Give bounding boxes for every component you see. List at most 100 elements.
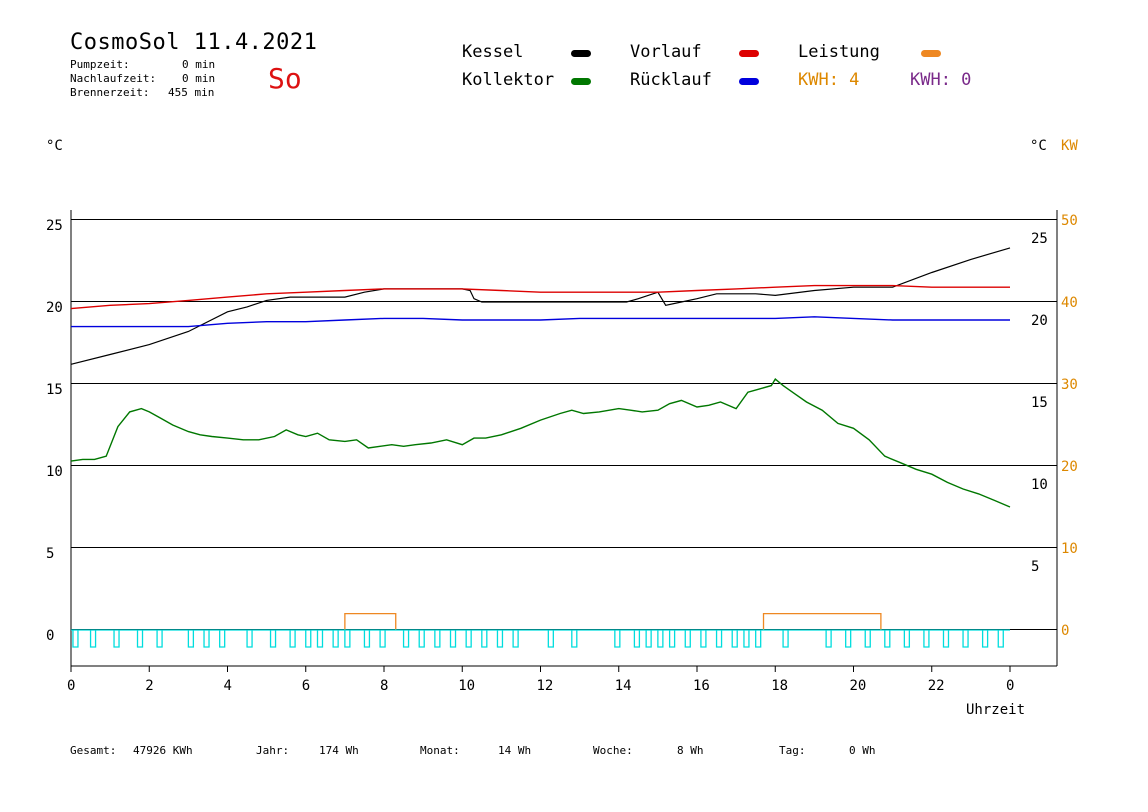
pump-pulse [825, 630, 832, 648]
pump-pulse [89, 630, 97, 648]
legend-kwh-purple: KWH: 0 [910, 70, 972, 90]
legend-vorlauf-swatch [739, 50, 759, 57]
leistung-block [762, 612, 882, 630]
left-tick-label: 5 [46, 546, 54, 562]
pump-pulse [305, 630, 312, 648]
left-tick-label: 0 [46, 628, 54, 644]
legend-ruecklauf-swatch [739, 78, 759, 85]
pump-pulse [923, 630, 930, 648]
x-tick-label: 0 [67, 678, 75, 694]
pump-pulse [700, 630, 707, 648]
pump-pulse [465, 630, 472, 648]
day-label: So [268, 62, 302, 95]
x-tick-label: 0 [1006, 678, 1014, 694]
legend-kollektor-label: Kollektor [462, 70, 555, 90]
pump-pulse [684, 630, 691, 648]
x-tick-label: 8 [380, 678, 388, 694]
legend-kessel-label: Kessel [462, 42, 524, 62]
left-tick-label: 20 [46, 300, 63, 316]
stat-nachlaufzeit-value: 0 min [182, 72, 216, 85]
right-kw-tick-label: 30 [1061, 377, 1078, 393]
x-tick-label: 6 [302, 678, 310, 694]
leistung-block [344, 612, 397, 630]
pump-pulse [344, 630, 351, 648]
pump-pulse [72, 630, 79, 648]
pump-pulse [981, 630, 989, 648]
stat-nachlaufzeit-label: Nachlaufzeit: [70, 72, 157, 85]
pump-pulse [363, 630, 371, 648]
left-tick-label: 15 [46, 382, 63, 398]
legend-kollektor-swatch [571, 78, 591, 85]
right-kw-tick-label: 40 [1061, 295, 1078, 311]
pump-pulse [743, 630, 750, 648]
pump-pulse [547, 630, 554, 648]
pump-pulse [219, 630, 226, 648]
pump-pulse [316, 630, 324, 648]
left-tick-label: 10 [46, 464, 63, 480]
legend-kessel-swatch [571, 50, 591, 57]
pump-pulse [571, 630, 578, 648]
pump-pulse [942, 630, 950, 648]
left-tick-label: 25 [46, 218, 63, 234]
pump-pulse [731, 630, 738, 648]
pump-pulse [512, 630, 519, 648]
pump-pulse [246, 630, 253, 648]
x-tick-label: 4 [224, 678, 232, 694]
right-tick-label: 25 [1031, 231, 1048, 247]
stat-pumpzeit-value: 0 min [182, 58, 216, 71]
x-tick-label: 14 [615, 678, 632, 694]
pump-pulse [884, 630, 891, 648]
chart-title: CosmoSol 11.4.2021 [70, 30, 318, 55]
pump-pulse [434, 630, 441, 648]
footer-monat-value: 14 Wh [498, 744, 532, 757]
left-unit-label: °C [46, 138, 63, 154]
pump-pulse [402, 630, 410, 648]
pump-pulse [203, 630, 210, 648]
footer-woche-label: Woche: [593, 744, 633, 757]
pump-pulse [332, 630, 339, 648]
right-kw-tick-label: 0 [1061, 623, 1069, 639]
pump-pulse [845, 630, 852, 648]
pump-pulse [715, 630, 723, 648]
series-line-ruecklauf [71, 316, 1010, 328]
footer-jahr-value: 174 Wh [319, 744, 359, 757]
stat-brennerzeit-label: Brennerzeit: [70, 86, 150, 99]
legend-ruecklauf-label: Rücklauf [630, 70, 712, 90]
pump-pulse [782, 630, 789, 648]
right-unit-kw-label: KW [1061, 138, 1078, 154]
pump-pulse [755, 630, 762, 648]
pump-pulse [481, 630, 488, 648]
pump-pulse [496, 630, 504, 648]
legend-leistung-swatch [921, 50, 941, 57]
legend-vorlauf-label: Vorlauf [630, 42, 702, 62]
pump-pulse [633, 630, 641, 648]
legend-kwh-orange: KWH: 4 [798, 70, 860, 90]
x-axis-label: Uhrzeit [966, 702, 1026, 718]
x-tick-label: 2 [145, 678, 153, 694]
x-tick-label: 22 [928, 678, 945, 694]
x-tick-label: 12 [537, 678, 554, 694]
footer-tag-value: 0 Wh [849, 744, 876, 757]
footer-jahr-label: Jahr: [256, 744, 290, 757]
right-kw-tick-label: 10 [1061, 541, 1078, 557]
footer-gesamt-label: Gesamt: [70, 744, 117, 757]
pump-pulse [903, 630, 911, 648]
x-tick-label: 10 [458, 678, 475, 694]
footer-tag-label: Tag: [779, 744, 806, 757]
right-tick-label: 10 [1031, 477, 1048, 493]
right-tick-label: 15 [1031, 395, 1048, 411]
pump-pulse [379, 630, 386, 648]
right-kw-tick-label: 20 [1061, 459, 1078, 475]
pump-pulse [418, 630, 425, 648]
pump-pulse [864, 630, 871, 648]
pump-pulse [269, 630, 277, 648]
right-unit-label: °C [1030, 138, 1047, 154]
right-kw-tick-label: 50 [1061, 213, 1078, 229]
pump-pulse [997, 630, 1004, 648]
footer-woche-value: 8 Wh [677, 744, 704, 757]
pump-pulse [614, 630, 621, 648]
pump-pulse [449, 630, 457, 648]
pump-pulse [113, 630, 120, 648]
stat-brennerzeit-value: 455 min [168, 86, 215, 99]
